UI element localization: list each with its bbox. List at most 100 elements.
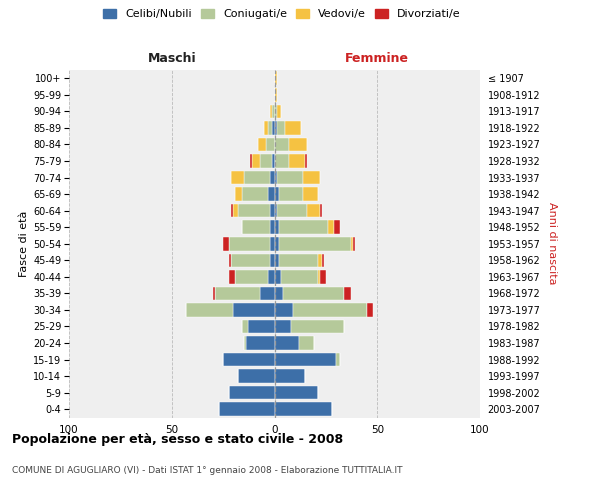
Text: Maschi: Maschi (148, 52, 196, 65)
Bar (275, 336, 299, 350)
Bar (232, 171, 244, 184)
Bar (271, 254, 275, 267)
Bar (275, 72, 277, 85)
Bar (277, 104, 281, 118)
Bar (275, 370, 305, 383)
Bar (320, 204, 322, 218)
Bar (350, 237, 353, 250)
Bar (238, 370, 275, 383)
Bar (317, 270, 320, 283)
Legend: Celibi/Nubili, Coniugati/e, Vedovi/e, Divorziati/e: Celibi/Nubili, Coniugati/e, Vedovi/e, Di… (100, 6, 464, 22)
Bar (268, 270, 275, 283)
Bar (344, 286, 350, 300)
Bar (266, 138, 275, 151)
Bar (322, 254, 324, 267)
Bar (223, 237, 229, 250)
Bar (275, 104, 277, 118)
Bar (353, 237, 355, 250)
Bar (242, 220, 271, 234)
Bar (186, 303, 233, 316)
Bar (285, 121, 301, 134)
Bar (275, 320, 291, 334)
Bar (232, 254, 271, 267)
Bar (275, 204, 277, 218)
Bar (307, 204, 320, 218)
Bar (233, 303, 275, 316)
Bar (219, 402, 275, 416)
Bar (277, 171, 303, 184)
Bar (275, 188, 278, 201)
Bar (283, 286, 344, 300)
Bar (242, 320, 248, 334)
Bar (303, 171, 320, 184)
Bar (299, 336, 314, 350)
Bar (271, 104, 272, 118)
Bar (275, 220, 278, 234)
Text: Femmine: Femmine (345, 52, 409, 65)
Bar (275, 270, 281, 283)
Bar (235, 188, 242, 201)
Bar (275, 237, 278, 250)
Bar (293, 303, 367, 316)
Bar (281, 270, 317, 283)
Bar (277, 204, 307, 218)
Bar (260, 154, 272, 168)
Bar (271, 171, 275, 184)
Bar (275, 286, 283, 300)
Bar (252, 154, 260, 168)
Text: COMUNE DI AGUGLIARO (VI) - Dati ISTAT 1° gennaio 2008 - Elaborazione TUTTITALIA.: COMUNE DI AGUGLIARO (VI) - Dati ISTAT 1°… (12, 466, 403, 475)
Bar (250, 154, 252, 168)
Bar (303, 188, 317, 201)
Bar (336, 353, 340, 366)
Bar (264, 121, 268, 134)
Bar (213, 286, 215, 300)
Bar (229, 237, 271, 250)
Bar (271, 204, 275, 218)
Bar (242, 188, 268, 201)
Bar (223, 353, 275, 366)
Bar (278, 188, 303, 201)
Bar (275, 154, 289, 168)
Bar (275, 353, 336, 366)
Bar (275, 386, 317, 400)
Bar (275, 402, 332, 416)
Bar (271, 237, 275, 250)
Bar (268, 121, 272, 134)
Bar (278, 237, 350, 250)
Bar (229, 386, 275, 400)
Bar (334, 220, 340, 234)
Bar (275, 121, 277, 134)
Bar (328, 220, 334, 234)
Bar (235, 270, 268, 283)
Bar (268, 188, 275, 201)
Bar (367, 303, 373, 316)
Y-axis label: Fasce di età: Fasce di età (19, 210, 29, 277)
Bar (215, 286, 260, 300)
Bar (275, 303, 293, 316)
Bar (275, 171, 277, 184)
Bar (258, 138, 266, 151)
Bar (238, 204, 271, 218)
Y-axis label: Anni di nascita: Anni di nascita (547, 202, 557, 285)
Bar (246, 336, 275, 350)
Bar (275, 138, 289, 151)
Bar (275, 254, 278, 267)
Bar (278, 220, 328, 234)
Bar (229, 270, 235, 283)
Bar (229, 254, 232, 267)
Bar (271, 220, 275, 234)
Bar (289, 138, 307, 151)
Bar (260, 286, 275, 300)
Bar (289, 154, 305, 168)
Bar (233, 204, 238, 218)
Bar (272, 104, 275, 118)
Bar (248, 320, 275, 334)
Bar (277, 121, 285, 134)
Bar (244, 336, 246, 350)
Bar (275, 88, 277, 102)
Bar (320, 270, 326, 283)
Bar (291, 320, 344, 334)
Text: Popolazione per età, sesso e stato civile - 2008: Popolazione per età, sesso e stato civil… (12, 432, 343, 446)
Bar (278, 254, 317, 267)
Bar (317, 254, 322, 267)
